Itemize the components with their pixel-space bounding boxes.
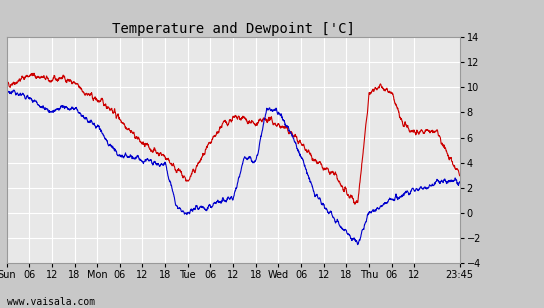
Title: Temperature and Dewpoint ['C]: Temperature and Dewpoint ['C]: [112, 22, 355, 36]
Text: www.vaisala.com: www.vaisala.com: [7, 297, 95, 307]
